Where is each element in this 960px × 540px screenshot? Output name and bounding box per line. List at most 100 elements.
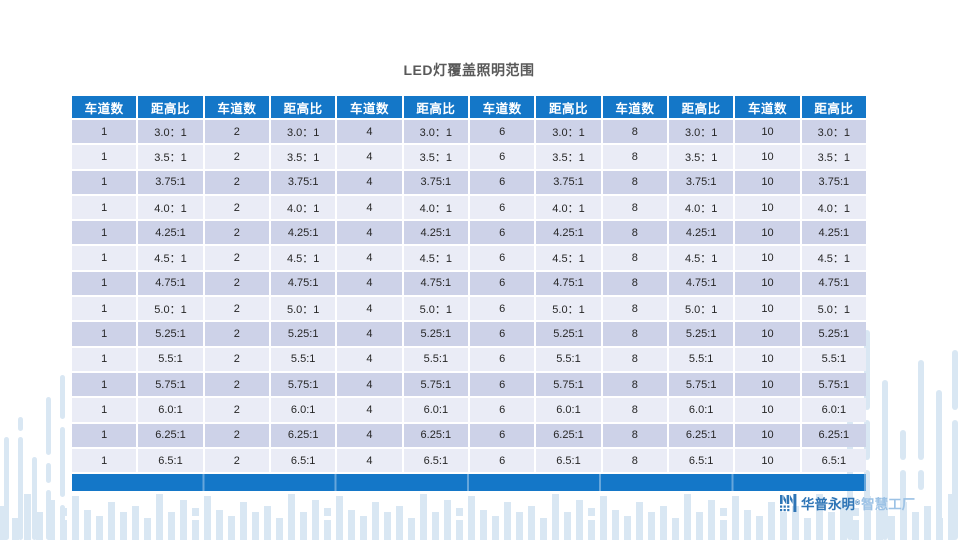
lane-count-cell: 6	[470, 423, 535, 447]
ratio-cell: 6.25:1	[403, 423, 468, 447]
lane-count-cell: 1	[72, 120, 137, 144]
ratio-cell: 4.5：1	[801, 246, 866, 270]
lane-count-cell: 4	[337, 297, 402, 321]
lane-count-cell: 4	[337, 221, 402, 245]
table-row: 1 4.5：1 2 4.5：1 4 4.5：1 6 4.5：1 8 4.5：1 10 4.5：1	[72, 246, 866, 270]
lane-count-cell: 2	[204, 145, 269, 169]
ratio-cell: 4.75:1	[669, 271, 734, 296]
ratio-cell: 3.0：1	[536, 120, 601, 144]
ratio-cell: 3.5：1	[669, 145, 734, 169]
lane-count-cell: 2	[204, 297, 269, 321]
ratio-cell: 4.75:1	[403, 271, 468, 296]
header-cell-lanes: 车道数	[602, 96, 667, 118]
lane-count-cell: 8	[602, 271, 667, 296]
ratio-cell: 3.0：1	[669, 120, 734, 144]
lane-count-cell: 8	[602, 145, 667, 169]
lane-count-cell: 2	[204, 347, 269, 371]
header-cell-lanes: 车道数	[204, 96, 269, 118]
lane-count-cell: 4	[337, 120, 402, 144]
table-row: 1 5.0：1 2 5.0：1 4 5.0：1 6 5.0：1 8 5.0：1 10 5.0：1	[72, 297, 866, 321]
ratio-cell: 5.0：1	[403, 297, 468, 321]
ratio-cell: 3.0：1	[271, 120, 336, 144]
ratio-cell: 6.0:1	[271, 398, 336, 422]
table-row: 1 6.25:1 2 6.25:1 4 6.25:1 6 6.25:1 8 6.25:1 10 6.2…	[72, 423, 866, 447]
lane-count-cell: 8	[602, 120, 667, 144]
table-footer-bar	[72, 474, 866, 492]
table-row: 1 5.75:1 2 5.75:1 4 5.75:1 6 5.75:1 8 5.75:1 10 5.7…	[72, 372, 866, 397]
table-header-row: 车道数 距高比 车道数 距高比 车道数 距高比 车道数 距高比 车道数 距高比 车道数 距高比	[72, 96, 866, 118]
lane-count-cell: 8	[602, 170, 667, 194]
ratio-cell: 5.25:1	[536, 322, 601, 346]
lane-count-cell: 8	[602, 347, 667, 371]
ratio-cell: 4.5：1	[536, 246, 601, 270]
ratio-cell: 4.75:1	[801, 271, 866, 296]
lane-count-cell: 10	[735, 398, 800, 422]
ratio-cell: 3.5：1	[536, 145, 601, 169]
lane-count-cell: 4	[337, 398, 402, 422]
lane-count-cell: 6	[470, 246, 535, 270]
lane-count-cell: 4	[337, 372, 402, 397]
table-row: 1 4.75:1 2 4.75:1 4 4.75:1 6 4.75:1 8 4.75:1 10 4.7…	[72, 271, 866, 296]
ratio-cell: 6.5:1	[138, 448, 203, 473]
ratio-cell: 6.25:1	[669, 423, 734, 447]
lane-count-cell: 2	[204, 221, 269, 245]
lane-count-cell: 10	[735, 423, 800, 447]
lane-count-cell: 6	[470, 398, 535, 422]
lane-count-cell: 2	[204, 271, 269, 296]
lane-count-cell: 10	[735, 145, 800, 169]
header-cell-lanes: 车道数	[735, 96, 800, 118]
lane-count-cell: 6	[470, 170, 535, 194]
ratio-cell: 5.75:1	[536, 372, 601, 397]
ratio-cell: 6.0:1	[536, 398, 601, 422]
ratio-cell: 4.5：1	[669, 246, 734, 270]
lane-count-cell: 8	[602, 448, 667, 473]
ratio-cell: 4.25:1	[669, 221, 734, 245]
ratio-cell: 6.5:1	[403, 448, 468, 473]
ratio-cell: 5.25:1	[669, 322, 734, 346]
lane-count-cell: 1	[72, 423, 137, 447]
lane-count-cell: 6	[470, 271, 535, 296]
factory-logo-icon	[780, 494, 797, 512]
lane-count-cell: 4	[337, 170, 402, 194]
brand-name: 华普永明	[801, 497, 855, 512]
brand-suffix: 智慧工厂	[861, 497, 916, 512]
lane-count-cell: 1	[72, 246, 137, 270]
lane-count-cell: 2	[204, 448, 269, 473]
ratio-cell: 5.25:1	[403, 322, 468, 346]
registered-mark: ®	[855, 499, 861, 507]
ratio-cell: 6.25:1	[536, 423, 601, 447]
lane-count-cell: 1	[72, 297, 137, 321]
ratio-cell: 6.0:1	[138, 398, 203, 422]
header-cell-lanes: 车道数	[337, 96, 402, 118]
lane-count-cell: 4	[337, 423, 402, 447]
table-row: 1 4.0：1 2 4.0：1 4 4.0：1 6 4.0：1 8 4.0：1 10 4.0：1	[72, 195, 866, 220]
header-cell-ratio: 距高比	[403, 96, 468, 118]
table-row: 1 4.25:1 2 4.25:1 4 4.25:1 6 4.25:1 8 4.25:1 10 4.2…	[72, 221, 866, 245]
lane-count-cell: 4	[337, 322, 402, 346]
lane-count-cell: 8	[602, 423, 667, 447]
ratio-cell: 5.5:1	[271, 347, 336, 371]
brand-logo: 华普永明 ® 智慧工厂	[780, 492, 915, 514]
table-row: 1 3.5：1 2 3.5：1 4 3.5：1 6 3.5：1 8 3.5：1 10 3.5：1	[72, 145, 866, 169]
ratio-cell: 4.25:1	[536, 221, 601, 245]
ratio-cell: 3.5：1	[801, 145, 866, 169]
ratio-cell: 6.25:1	[801, 423, 866, 447]
header-cell-lanes: 车道数	[470, 96, 535, 118]
ratio-cell: 4.0：1	[669, 195, 734, 220]
lane-count-cell: 6	[470, 221, 535, 245]
ratio-cell: 4.75:1	[271, 271, 336, 296]
table-row: 1 6.0:1 2 6.0:1 4 6.0:1 6 6.0:1 8 6.0:1 10 6.0:1	[72, 398, 866, 422]
ratio-cell: 6.5:1	[536, 448, 601, 473]
ratio-cell: 4.75:1	[138, 271, 203, 296]
ratio-cell: 5.0：1	[801, 297, 866, 321]
ratio-cell: 3.5：1	[138, 145, 203, 169]
ratio-cell: 5.75:1	[669, 372, 734, 397]
ratio-cell: 4.25:1	[271, 221, 336, 245]
ratio-cell: 5.5:1	[403, 347, 468, 371]
ratio-cell: 5.5:1	[536, 347, 601, 371]
lane-count-cell: 4	[337, 246, 402, 270]
lane-count-cell: 8	[602, 221, 667, 245]
lane-count-cell: 6	[470, 448, 535, 473]
lane-count-cell: 1	[72, 195, 137, 220]
lane-count-cell: 2	[204, 246, 269, 270]
